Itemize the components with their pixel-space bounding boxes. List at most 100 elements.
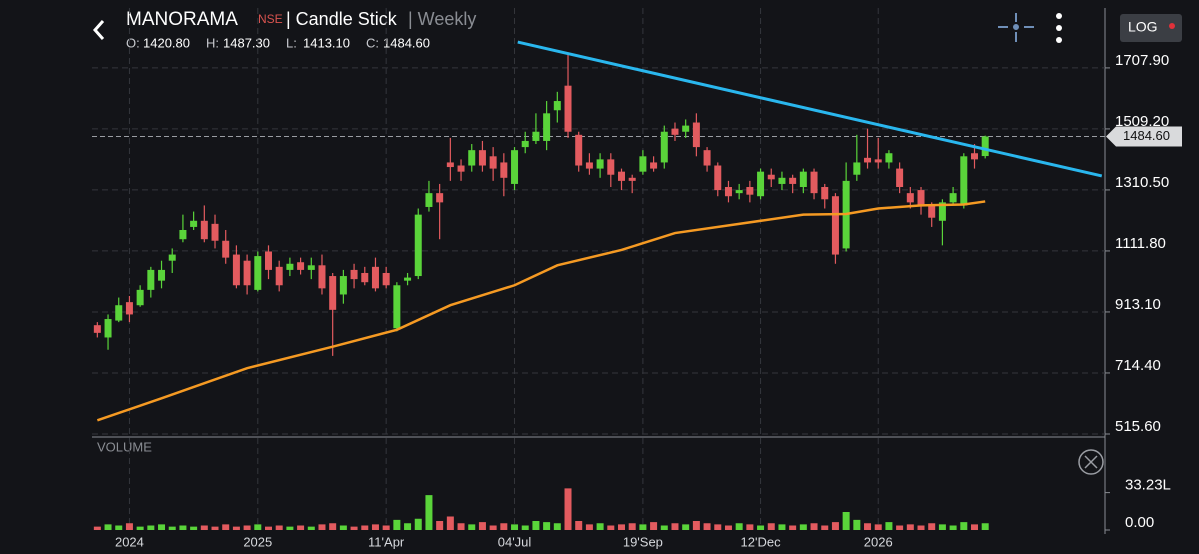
x-tick-label: 2026 [864, 534, 893, 549]
log-button[interactable] [1120, 14, 1182, 42]
volume-bar [821, 525, 829, 530]
candle-body [371, 266, 379, 289]
volume-y-tick-label: 0.00 [1125, 514, 1154, 531]
candle-body [746, 187, 754, 195]
candle-body [329, 276, 337, 310]
candle-body [885, 153, 893, 163]
volume-bar [607, 525, 615, 530]
volume-bar [125, 523, 133, 530]
candle-body [136, 289, 144, 306]
volume-bar [799, 524, 807, 530]
volume-bar [115, 525, 123, 530]
volume-bar [478, 522, 486, 530]
candle-body [222, 240, 230, 258]
volume-bar [896, 525, 904, 530]
candle-body [928, 205, 936, 218]
volume-bar [393, 519, 401, 530]
volume-bar [104, 524, 112, 530]
volume-bar [339, 525, 347, 530]
candle-body [896, 168, 904, 188]
candle-body [767, 174, 775, 180]
interval[interactable]: | Weekly [408, 9, 476, 29]
volume-bar [446, 516, 454, 530]
candle-body [457, 165, 465, 172]
candle-body [564, 85, 572, 132]
candle-body [307, 265, 315, 270]
volume-bar [371, 524, 379, 530]
crosshair-button[interactable] [998, 13, 1034, 42]
candle-body [596, 159, 604, 169]
candle-body [436, 193, 444, 203]
volume-bar [329, 523, 337, 530]
volume-bar [639, 524, 647, 530]
back-button[interactable] [92, 20, 105, 40]
candle-body [864, 157, 872, 163]
volume-bar [692, 521, 700, 530]
volume-bar [650, 522, 658, 530]
exchange: NSE [258, 12, 283, 26]
candle-body [778, 177, 786, 184]
volume-bar [682, 524, 690, 530]
volume-bar [703, 523, 711, 530]
candle-body [874, 159, 882, 163]
volume-bar [724, 525, 732, 530]
candle-body [243, 260, 251, 286]
moving-average [96, 200, 986, 422]
candle-body [286, 263, 294, 270]
menu-button[interactable] [1056, 13, 1062, 43]
volume-bar [350, 526, 358, 530]
volume-bar [468, 524, 476, 530]
x-tick-label: 04'Jul [498, 534, 532, 549]
volume-bar [767, 523, 775, 530]
volume-bar [917, 525, 925, 530]
y-tick-label: 1707.90 [1115, 52, 1169, 69]
volume-bar [147, 525, 155, 530]
volume-bar [553, 523, 561, 530]
ohlc-readout: O: 1420.80 H: 1487.30 L: 1413.10 C: 1484.60 [126, 35, 430, 50]
volume-bar [425, 495, 433, 530]
candle-body [168, 254, 176, 261]
x-tick-label: 19'Sep [623, 534, 663, 549]
candle-body [478, 150, 486, 166]
candle-body [917, 190, 925, 206]
volume-bar [361, 525, 369, 530]
candle-body [692, 122, 700, 148]
volume-bar [575, 521, 583, 530]
volume-bar [757, 525, 765, 530]
volume-bar [564, 488, 572, 530]
volume-bar [746, 524, 754, 530]
candle-body [532, 131, 540, 141]
candle-body [735, 190, 743, 194]
volume-bar [810, 523, 818, 530]
candle-body [660, 131, 668, 163]
volume-bar [307, 526, 315, 530]
trendline [517, 40, 1103, 178]
candle-body [810, 171, 818, 194]
y-tick-label: 515.60 [1115, 418, 1161, 435]
candle-body [115, 305, 123, 321]
volume-bar [414, 518, 422, 530]
candle-body [211, 223, 219, 241]
candle-body [521, 140, 529, 148]
volume-bar [532, 521, 540, 530]
candle-body [93, 325, 101, 333]
y-tick-label: 1310.50 [1115, 174, 1169, 191]
candle-body [179, 229, 187, 240]
candle-body [350, 269, 358, 280]
volume-bar [938, 524, 946, 530]
volume-bar [842, 512, 850, 530]
volume-bar [254, 524, 262, 530]
chart-type: | Candle Stick [286, 9, 398, 29]
candle-body [125, 302, 133, 315]
candle-body [671, 128, 679, 135]
x-tick-label: 2024 [115, 534, 144, 549]
candle-body [382, 272, 390, 286]
volume-title: VOLUME [97, 439, 152, 454]
volume-bar [853, 519, 861, 530]
volume-bar [511, 524, 519, 530]
candle-body [158, 269, 166, 281]
close-volume-button[interactable] [1078, 449, 1104, 475]
